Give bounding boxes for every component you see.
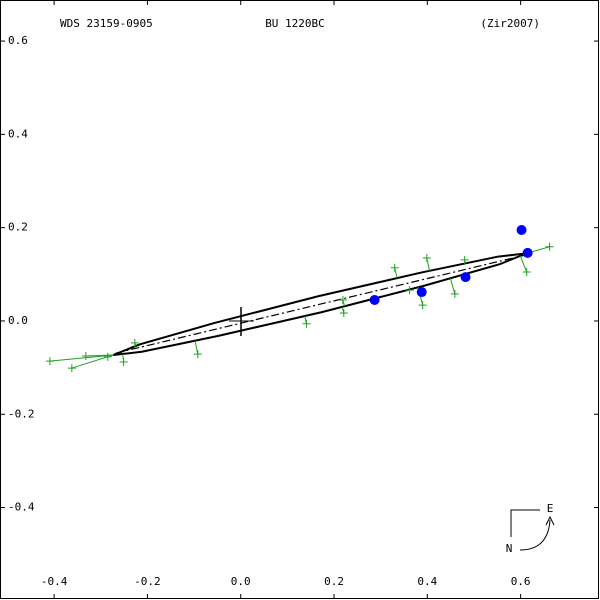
compass-arrow: [545, 515, 555, 526]
chart-title: BU 1220BC: [265, 17, 325, 30]
residual: [85, 354, 114, 357]
x-tick-label: 0.4: [417, 575, 437, 588]
chart-subtitle: WDS 23159-0905: [60, 17, 153, 30]
predicted-position: [416, 287, 427, 298]
predicted-position: [516, 224, 527, 235]
compass-east: E: [547, 502, 554, 515]
predicted-position: [369, 294, 380, 305]
line-of-nodes: [115, 254, 525, 354]
y-tick-label: 0.4: [8, 127, 28, 140]
y-tick-label: -0.4: [8, 501, 35, 514]
observation: [339, 309, 348, 318]
observation: [130, 338, 139, 347]
observation: [422, 253, 431, 262]
x-tick-label: -0.4: [41, 575, 68, 588]
observation: [81, 351, 90, 360]
observation: [45, 357, 54, 366]
residual: [449, 278, 456, 295]
observation: [67, 364, 76, 373]
observation: [338, 295, 347, 304]
residual: [519, 255, 528, 273]
x-tick-label: -0.2: [134, 575, 161, 588]
y-tick-label: 0.0: [8, 314, 28, 327]
observation: [193, 350, 202, 359]
predicted-position: [522, 247, 533, 258]
y-tick-label: 0.2: [8, 221, 28, 234]
y-tick-label: 0.6: [8, 34, 28, 47]
predicted-position: [460, 272, 471, 283]
observation: [418, 301, 427, 310]
reference: (Zir2007): [480, 17, 540, 30]
y-tick-label: -0.2: [8, 407, 35, 420]
observation: [103, 352, 112, 361]
x-tick-label: 0.2: [324, 575, 344, 588]
observation: [119, 358, 128, 367]
x-tick-label: 0.0: [231, 575, 251, 588]
compass-arrow: [519, 519, 551, 551]
observation: [545, 242, 554, 251]
observation: [302, 319, 311, 328]
compass: [510, 509, 540, 537]
observation: [390, 263, 399, 272]
x-tick-label: 0.6: [511, 575, 531, 588]
observation: [522, 267, 531, 276]
observation: [450, 289, 459, 298]
compass-north: N: [506, 542, 513, 555]
observation: [405, 286, 414, 295]
residual: [49, 354, 114, 362]
observation: [460, 255, 469, 264]
